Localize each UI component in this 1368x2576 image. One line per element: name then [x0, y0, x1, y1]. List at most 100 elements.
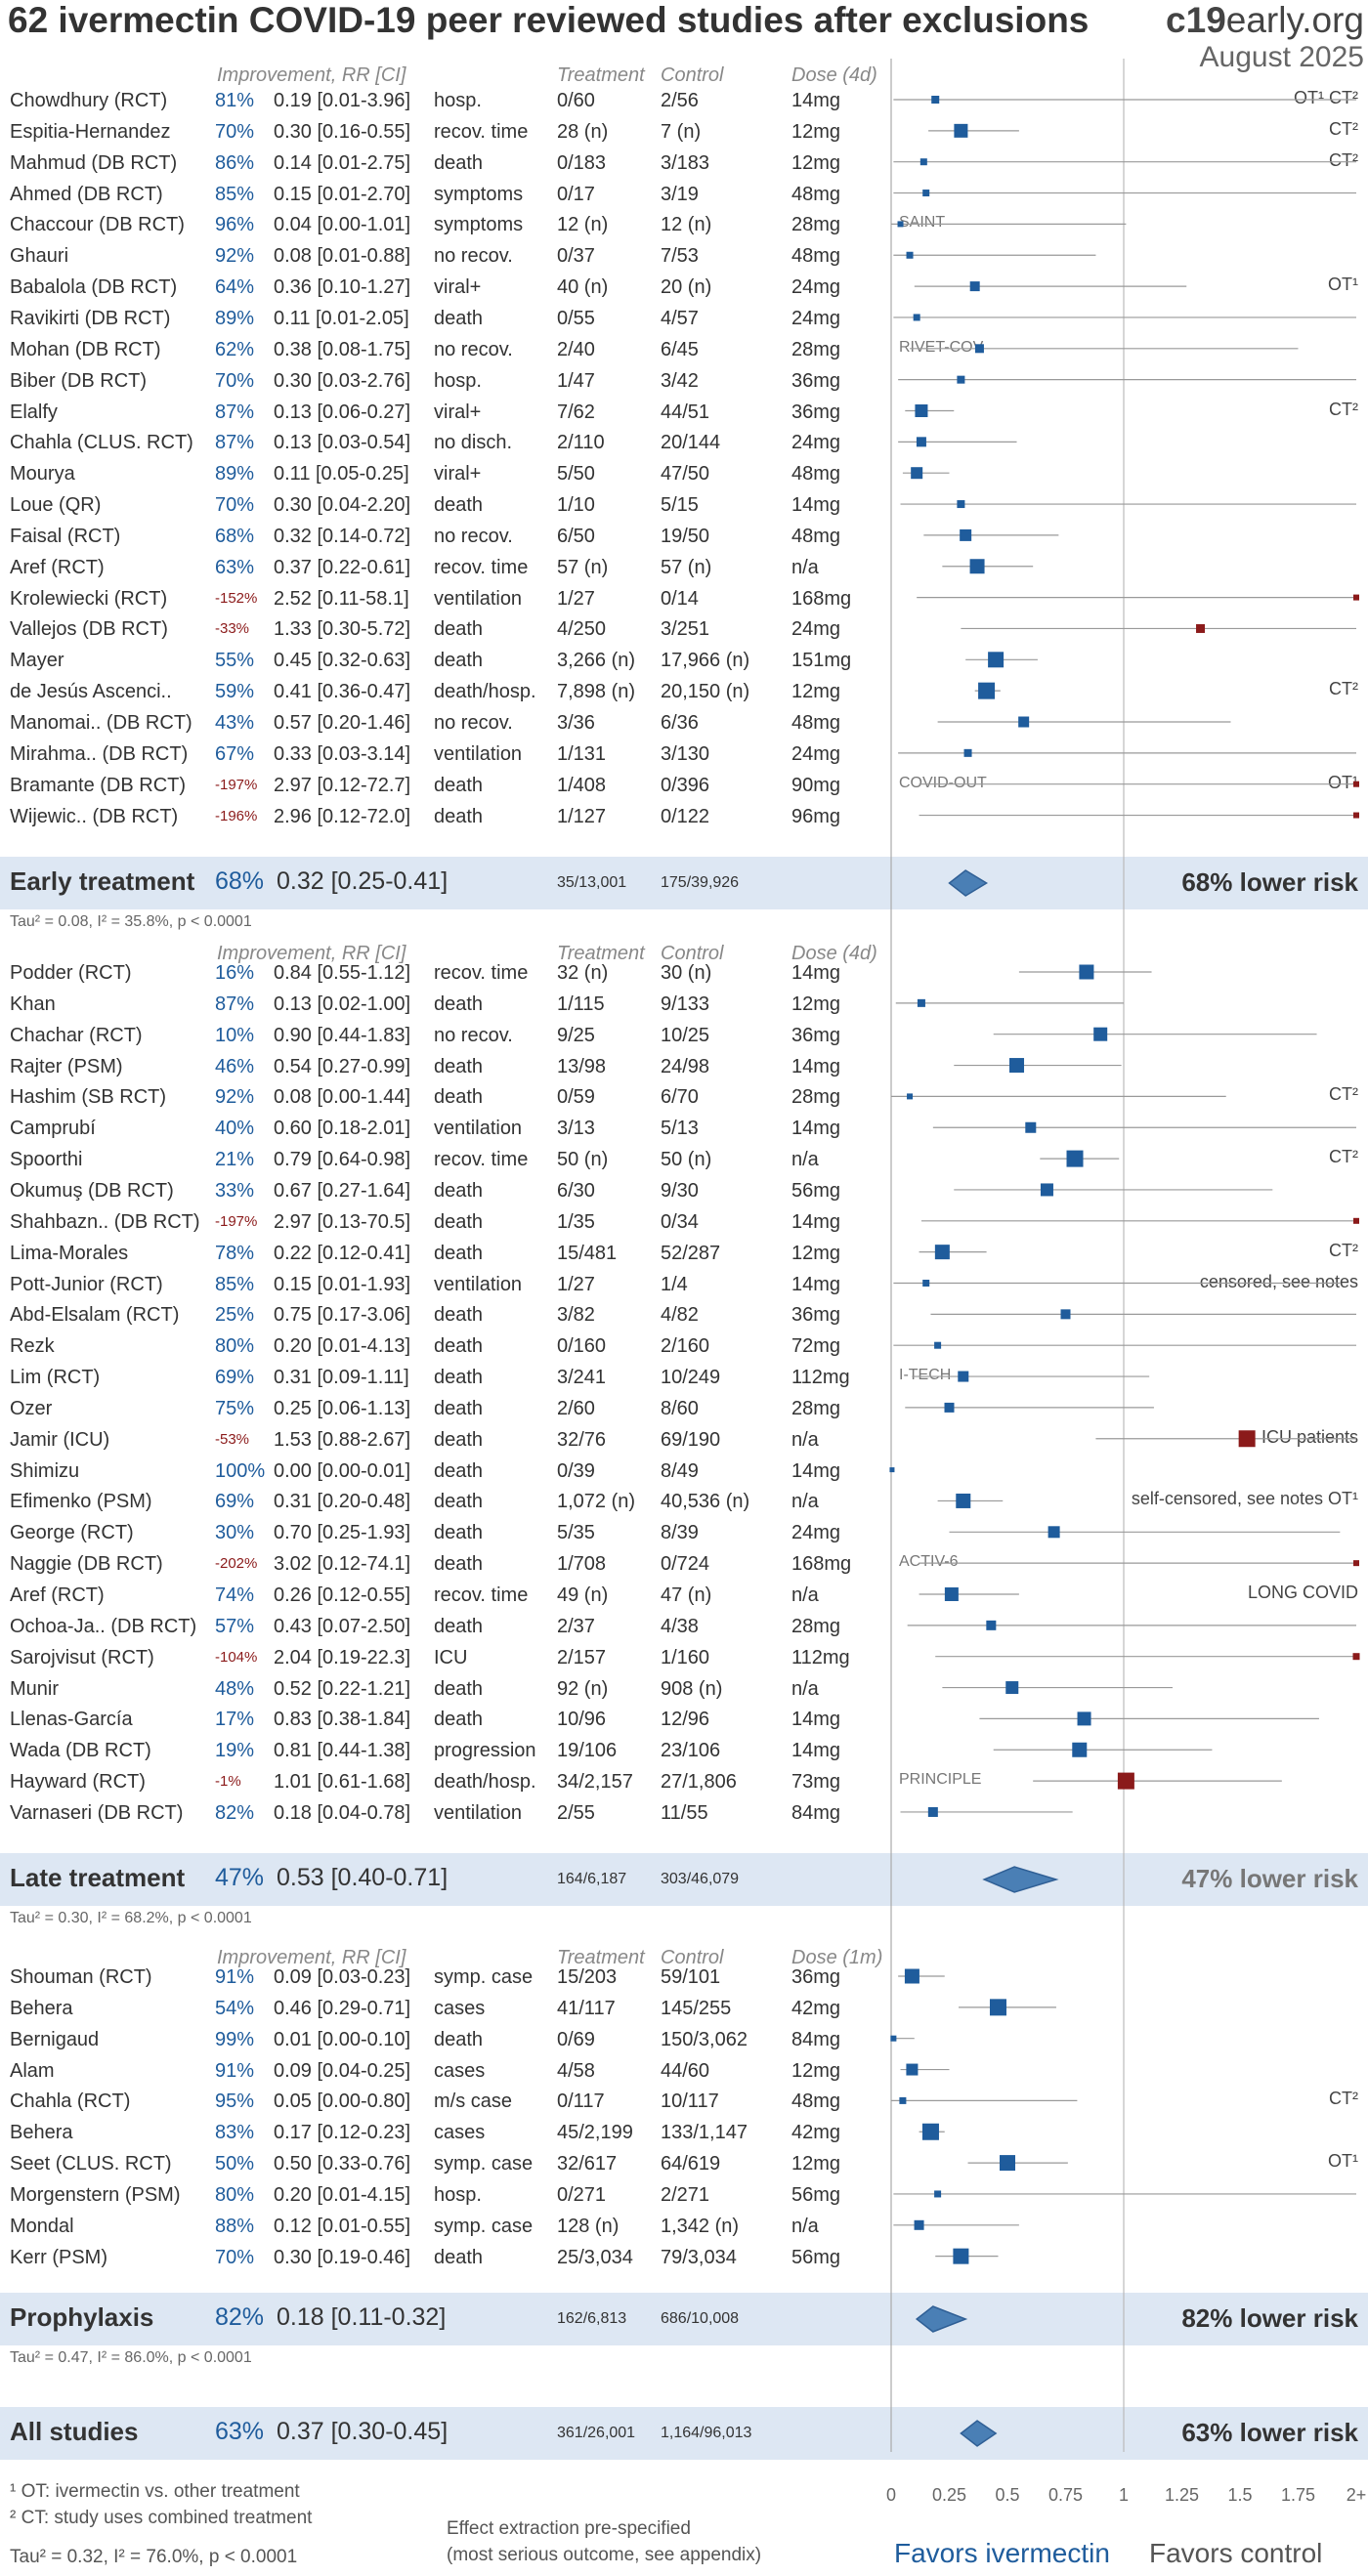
study-treatment: 2/40: [557, 338, 595, 360]
study-outcome: symp. case: [434, 2153, 534, 2175]
study-control: 12/96: [661, 1709, 710, 1731]
point-estimate: [1000, 2155, 1015, 2172]
study-name: Naggie (DB RCT): [10, 1553, 163, 1576]
study-control: 8/39: [661, 1522, 699, 1544]
study-treatment: 1,072 (n): [557, 1491, 636, 1513]
point-estimate: [1353, 1217, 1359, 1224]
study-rr: 0.50 [0.33-0.76]: [274, 2153, 411, 2175]
study-rr: 0.43 [0.07-2.50]: [274, 1615, 411, 1637]
study-name: Pott-Junior (RCT): [10, 1273, 163, 1295]
footnote-ot: ¹ OT: ivermectin vs. other treatment: [10, 2481, 300, 2502]
study-name: Wijewic.. (DB RCT): [10, 805, 179, 827]
study-control: 7 (n): [661, 120, 702, 143]
study-dose: 24mg: [791, 618, 841, 641]
x-tick-label: 1.25: [1165, 2485, 1199, 2505]
study-name: Shimizu: [10, 1459, 80, 1482]
study-rr: 0.25 [0.06-1.13]: [274, 1397, 411, 1419]
study-control: 20 (n): [661, 276, 712, 299]
study-outcome: hosp.: [434, 90, 482, 111]
study-note: CT²: [1329, 118, 1358, 139]
study-treatment: 15/203: [557, 1966, 618, 1988]
study-dose: 14mg: [791, 962, 841, 984]
all-studies-summary-rr: 0.37 [0.30-0.45]: [277, 2418, 449, 2445]
study-name: Bramante (DB RCT): [10, 774, 187, 796]
early-treatment-summary-control: 175/39,926: [661, 874, 740, 891]
study-note: self-censored, see notes OT¹: [1131, 1489, 1358, 1509]
study-control: 47 (n): [661, 1584, 712, 1606]
point-estimate: [957, 375, 965, 384]
study-outcome: progression: [434, 1740, 536, 1762]
early-treatment-summary: Early treatment 68% 0.32 [0.25-0.41] 35/13,…: [0, 857, 1368, 909]
study-row: Llenas-García 17% 0.83 [0.38-1.84] death 10/…: [0, 1703, 899, 1734]
study-control: 3/183: [661, 151, 710, 174]
study-note: OT¹: [1328, 274, 1358, 295]
study-rr: 0.05 [0.00-0.80]: [274, 2090, 411, 2113]
point-estimate: [1047, 1526, 1060, 1539]
study-row: Chowdhury (RCT) 81% 0.19 [0.01-3.96] hosp. 0…: [0, 84, 899, 115]
study-treatment: 19/106: [557, 1740, 618, 1762]
column-header-improvement: Improvement, RR [CI]: [217, 1947, 406, 1968]
study-rr: 0.18 [0.04-0.78]: [274, 1801, 411, 1824]
study-treatment: 6/50: [557, 525, 595, 547]
point-estimate: [917, 998, 925, 1007]
study-improvement: 83%: [215, 2122, 255, 2144]
study-row: de Jesús Ascenci.. 59% 0.41 [0.36-0.47] dea…: [0, 675, 899, 706]
study-dose: 48mg: [791, 525, 841, 547]
study-improvement: 16%: [215, 962, 255, 984]
study-rr: 0.17 [0.12-0.23]: [274, 2122, 411, 2144]
study-treatment: 4/58: [557, 2059, 595, 2082]
study-note: CT²: [1329, 1147, 1358, 1167]
study-name: Chachar (RCT): [10, 1024, 143, 1046]
study-name: Alam: [10, 2059, 55, 2082]
study-dose: 14mg: [791, 494, 841, 517]
study-note: LONG COVID: [1247, 1583, 1358, 1602]
study-rr: 0.75 [0.17-3.06]: [274, 1304, 411, 1327]
study-dose: 12mg: [791, 151, 841, 174]
study-treatment: 3/13: [557, 1118, 595, 1140]
study-dose: 36mg: [791, 1024, 841, 1046]
prophylaxis-summary-control: 686/10,008: [661, 2310, 740, 2327]
study-outcome: death: [434, 805, 484, 827]
study-name: Ochoa-Ja.. (DB RCT): [10, 1615, 197, 1637]
study-control: 0/724: [661, 1553, 710, 1576]
study-row: Shimizu 100% 0.00 [0.00-0.01] death 0/39 8/49…: [0, 1455, 899, 1486]
study-outcome: death: [434, 1210, 484, 1233]
study-outcome: death: [434, 1428, 484, 1451]
study-outcome: ventilation: [434, 1801, 523, 1824]
study-outcome: death: [434, 1553, 484, 1576]
study-rr: 0.26 [0.12-0.55]: [274, 1584, 411, 1606]
study-improvement: 92%: [215, 1086, 255, 1109]
brand-logo[interactable]: c19early.org: [1166, 0, 1364, 41]
study-improvement: 68%: [215, 525, 255, 547]
study-rr: 0.33 [0.03-3.14]: [274, 742, 411, 765]
study-name: Ozer: [10, 1397, 53, 1419]
column-header-control: Control: [661, 64, 724, 86]
point-estimate: [1066, 1150, 1084, 1167]
study-rr: 2.04 [0.19-22.3]: [274, 1646, 411, 1668]
study-control: 30 (n): [661, 962, 712, 984]
study-name: Khan: [10, 992, 56, 1015]
study-treatment: 32/76: [557, 1428, 607, 1451]
study-dose: n/a: [791, 1428, 819, 1451]
study-row: Babalola (DB RCT) 64% 0.36 [0.10-1.27] vira…: [0, 271, 899, 302]
study-name: Chahla (CLUS. RCT): [10, 432, 193, 454]
point-estimate: [989, 1999, 1006, 2016]
study-dose: 56mg: [791, 2246, 841, 2268]
study-dose: 42mg: [791, 1997, 841, 2019]
study-row: Ghauri 92% 0.08 [0.01-0.88] no recov. 0/37 7/…: [0, 239, 899, 271]
point-estimate: [906, 2063, 919, 2076]
study-outcome: no recov.: [434, 525, 513, 547]
study-dose: 48mg: [791, 183, 841, 205]
study-row: Seet (CLUS. RCT) 50% 0.50 [0.33-0.76] symp.…: [0, 2147, 899, 2178]
all-studies-summary-label: All studies: [10, 2417, 139, 2446]
study-rr: 0.13 [0.02-1.00]: [274, 992, 411, 1015]
study-rr: 0.12 [0.01-0.55]: [274, 2215, 411, 2237]
study-improvement: 89%: [215, 463, 255, 486]
study-outcome: viral+: [434, 276, 482, 299]
study-name: Wada (DB RCT): [10, 1740, 151, 1762]
study-outcome: hosp.: [434, 2183, 482, 2206]
study-dose: 12mg: [791, 2153, 841, 2175]
study-rr: 2.97 [0.12-72.7]: [274, 774, 411, 796]
column-header-treatment: Treatment: [557, 64, 645, 86]
study-control: 908 (n): [661, 1677, 723, 1700]
